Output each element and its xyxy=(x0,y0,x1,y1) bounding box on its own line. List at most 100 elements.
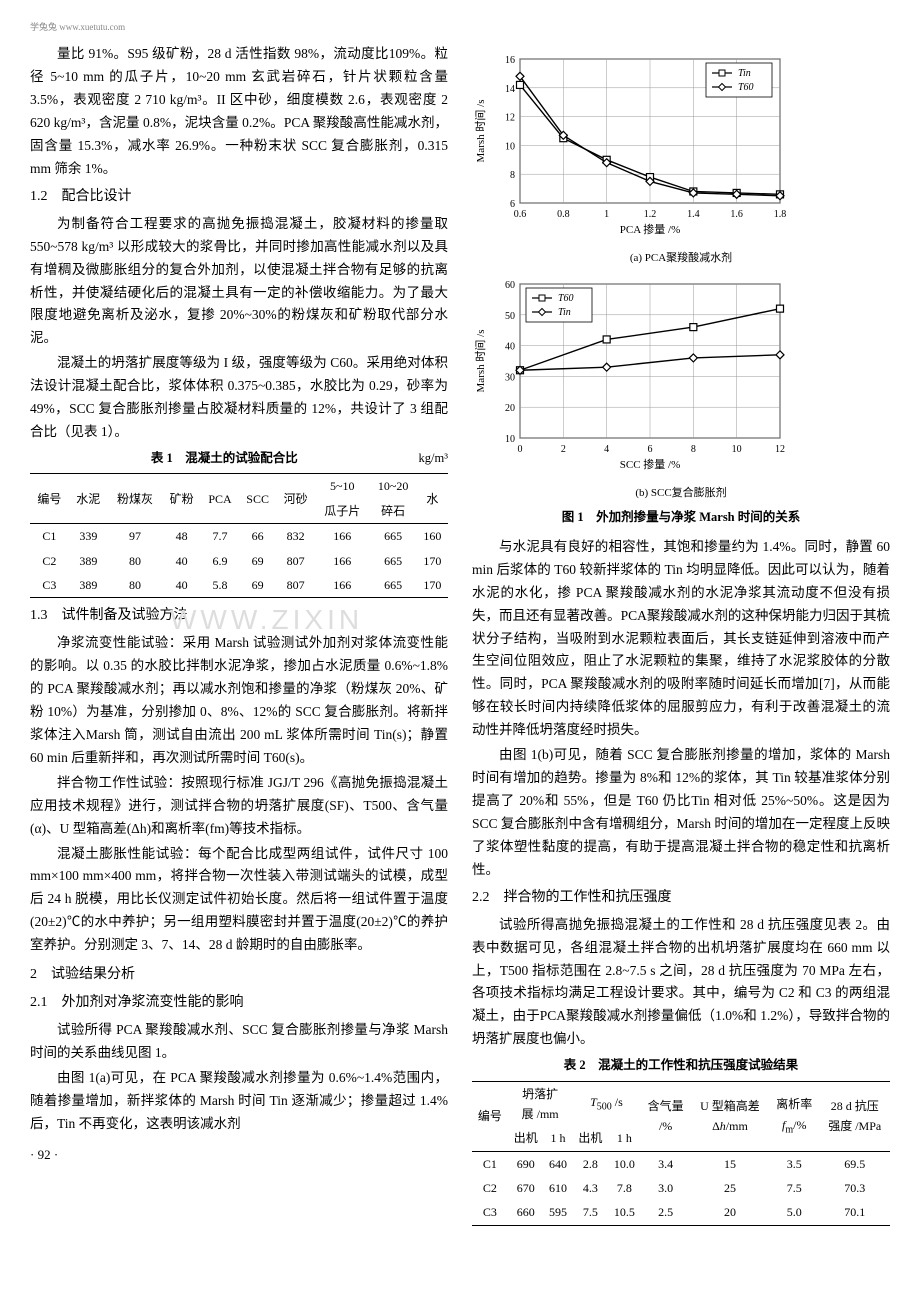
sec-2-title: 2 试验结果分析 xyxy=(30,963,448,987)
td: 20 xyxy=(691,1200,769,1225)
th: PCA xyxy=(201,474,239,524)
table2-caption: 表 2 混凝土的工作性和抗压强度试验结果 xyxy=(472,1055,890,1076)
left-column: 量比 91%。S95 级矿粉，28 d 活性指数 98%，流动度比109%。粒径… xyxy=(30,43,448,1232)
td: 10.5 xyxy=(608,1200,640,1225)
th: T500 /s xyxy=(572,1081,640,1126)
td: 640 xyxy=(544,1151,573,1176)
chart-b-caption: (b) SCC复合膨胀剂 xyxy=(472,484,890,503)
td: 690 xyxy=(508,1151,544,1176)
td: 7.5 xyxy=(572,1200,608,1225)
para-2-1b: 由图 1(a)可见，在 PCA 聚羧酸减水剂掺量为 0.6%~1.4%范围内，随… xyxy=(30,1067,448,1136)
td: 389 xyxy=(69,573,108,598)
para-2-1a: 试验所得 PCA 聚羧酸减水剂、SCC 复合膨胀剂掺量与净浆 Marsh 时间的… xyxy=(30,1019,448,1065)
para-1-2b: 混凝土的坍落扩展度等级为 I 级，强度等级为 C60。采用绝对体积法设计混凝土配… xyxy=(30,352,448,444)
chart-pca: 68101214160.60.811.21.41.61.8PCA 掺量 /%Ma… xyxy=(472,47,890,245)
svg-text:Marsh 时间 /s: Marsh 时间 /s xyxy=(474,100,487,163)
table2: 编号 坍落扩展 /mm T500 /s 含气量/% U 型箱高差Δh/mm 离析… xyxy=(472,1081,890,1226)
para-1-3b: 拌合物工作性试验：按照现行标准 JGJ/T 296《高抛免振捣混凝土应用技术规程… xyxy=(30,772,448,841)
chart-svg: 68101214160.60.811.21.41.61.8PCA 掺量 /%Ma… xyxy=(472,47,792,237)
td: C2 xyxy=(472,1176,508,1200)
fig1-caption: 图 1 外加剂掺量与净浆 Marsh 时间的关系 xyxy=(472,507,890,528)
td: 3.5 xyxy=(769,1151,819,1176)
svg-text:30: 30 xyxy=(505,372,515,383)
svg-text:12: 12 xyxy=(775,444,785,455)
td: 670 xyxy=(508,1176,544,1200)
svg-text:12: 12 xyxy=(505,113,515,124)
table1: 编号 水泥 粉煤灰 矿粉 PCA SCC 河砂 5~10 10~20 水 瓜子片… xyxy=(30,473,448,598)
td: C3 xyxy=(472,1200,508,1225)
sec-1-3-title: 1.3 试件制备及试验方法 xyxy=(30,604,448,628)
td: 40 xyxy=(162,573,201,598)
th: 编号 xyxy=(30,474,69,524)
svg-text:60: 60 xyxy=(505,280,515,291)
td: 80 xyxy=(108,549,162,573)
th: 水 xyxy=(417,474,448,524)
svg-text:4: 4 xyxy=(604,444,609,455)
svg-text:0: 0 xyxy=(518,444,523,455)
th: 10~20 xyxy=(370,474,417,499)
svg-text:50: 50 xyxy=(505,311,515,322)
svg-text:20: 20 xyxy=(505,403,515,414)
th: 出机 xyxy=(508,1126,544,1151)
para-1-2a: 为制备符合工程要求的高抛免振捣混凝土，胶凝材料的掺量取 550~578 kg/m… xyxy=(30,213,448,351)
svg-text:0.6: 0.6 xyxy=(514,209,527,220)
td: 595 xyxy=(544,1200,573,1225)
para-r2: 由图 1(b)可见，随着 SCC 复合膨胀剂掺量的增加，浆体的 Marsh 时间… xyxy=(472,744,890,882)
td: 170 xyxy=(417,549,448,573)
sec-2-2-title: 2.2 拌合物的工作性和抗压强度 xyxy=(472,886,890,910)
para-r1: 与水泥具有良好的相容性，其饱和掺量约为 1.4%。同时，静置 60 min 后浆… xyxy=(472,536,890,742)
td: C1 xyxy=(30,524,69,549)
td: 166 xyxy=(315,524,369,549)
td: 807 xyxy=(276,573,315,598)
td: 10.0 xyxy=(608,1151,640,1176)
page-number: · 92 · xyxy=(30,1144,448,1166)
td: 70.1 xyxy=(819,1200,890,1225)
svg-text:1.6: 1.6 xyxy=(730,209,743,220)
td: 5.0 xyxy=(769,1200,819,1225)
td: 665 xyxy=(370,524,417,549)
td: 70.3 xyxy=(819,1176,890,1200)
td: 48 xyxy=(162,524,201,549)
td: 69.5 xyxy=(819,1151,890,1176)
th: 矿粉 xyxy=(162,474,201,524)
td: C3 xyxy=(30,573,69,598)
td: 807 xyxy=(276,549,315,573)
td: 3.4 xyxy=(641,1151,691,1176)
td: 832 xyxy=(276,524,315,549)
table1-unit: kg/m³ xyxy=(419,448,448,469)
td: 69 xyxy=(239,549,276,573)
td: 80 xyxy=(108,573,162,598)
svg-text:10: 10 xyxy=(732,444,742,455)
th: 出机 xyxy=(572,1126,608,1151)
sec-2-1-title: 2.1 外加剂对净浆流变性能的影响 xyxy=(30,991,448,1015)
th: 碎石 xyxy=(370,499,417,524)
svg-text:0.8: 0.8 xyxy=(557,209,570,220)
td: 389 xyxy=(69,549,108,573)
td: 160 xyxy=(417,524,448,549)
svg-text:Tin: Tin xyxy=(738,68,751,79)
sec-1-2-title: 1.2 配合比设计 xyxy=(30,185,448,209)
site-header: 学兔兔 www.xuetutu.com xyxy=(30,20,890,35)
td: 15 xyxy=(691,1151,769,1176)
th: 瓜子片 xyxy=(315,499,369,524)
th: SCC xyxy=(239,474,276,524)
td: 7.7 xyxy=(201,524,239,549)
td: 5.8 xyxy=(201,573,239,598)
chart-a-caption: (a) PCA聚羧酸减水剂 xyxy=(472,249,890,268)
td: 339 xyxy=(69,524,108,549)
para-1-3c: 混凝土膨胀性能试验：每个配合比成型两组试件，试件尺寸 100 mm×100 mm… xyxy=(30,843,448,958)
th: U 型箱高差Δh/mm xyxy=(691,1081,769,1151)
svg-text:1.8: 1.8 xyxy=(774,209,787,220)
td: 66 xyxy=(239,524,276,549)
td: 7.5 xyxy=(769,1176,819,1200)
svg-text:1.4: 1.4 xyxy=(687,209,700,220)
td: 40 xyxy=(162,549,201,573)
td: 170 xyxy=(417,573,448,598)
td: 69 xyxy=(239,573,276,598)
svg-text:6: 6 xyxy=(648,444,653,455)
svg-text:Tin: Tin xyxy=(558,307,571,318)
svg-text:T60: T60 xyxy=(558,293,574,304)
svg-text:SCC 掺量 /%: SCC 掺量 /% xyxy=(620,457,681,471)
svg-text:1.2: 1.2 xyxy=(644,209,657,220)
svg-text:40: 40 xyxy=(505,342,515,353)
